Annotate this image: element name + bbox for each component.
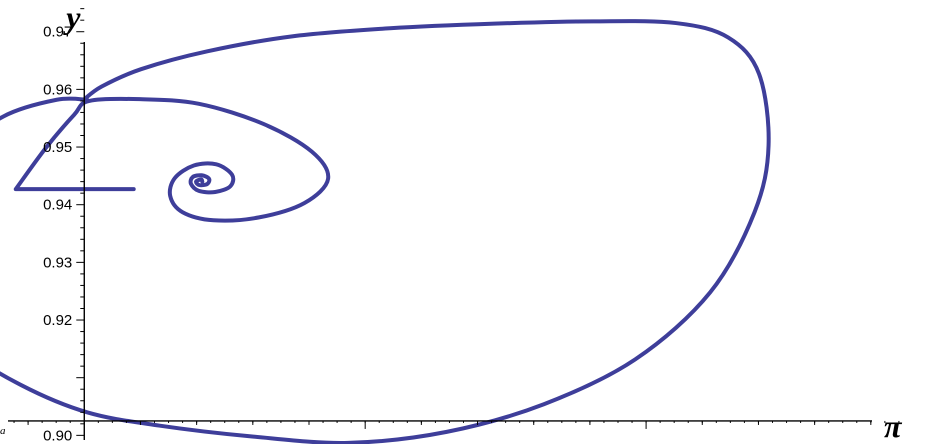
y-tick-label: 0.96: [43, 81, 72, 98]
y-tick-label: 0.93: [43, 254, 72, 271]
trajectory-layer: [0, 19, 771, 444]
trajectory-series-1: [13, 96, 331, 223]
y-tick-label: 0.92: [43, 312, 72, 329]
x-tick-label: 1.10: [631, 442, 660, 444]
y-tick-label: 0.90: [43, 427, 72, 444]
trajectory-series-2: [0, 19, 771, 444]
x-axis-title: π: [884, 408, 903, 444]
x-tick-label: 1.05: [351, 442, 380, 444]
tick-marks: [13, 8, 900, 436]
y-tick-label: 0.95: [43, 139, 72, 156]
corner-label: a: [0, 425, 6, 437]
y-tick-label: 0.97: [43, 24, 72, 41]
axes: [8, 42, 872, 440]
tick-labels: 1.05 1.10 0.90 0.92 0.93 0.94 0.95 0.96 0.97: [43, 24, 661, 444]
y-tick-label: 0.94: [43, 197, 72, 214]
y-axis-title: y: [62, 0, 81, 35]
